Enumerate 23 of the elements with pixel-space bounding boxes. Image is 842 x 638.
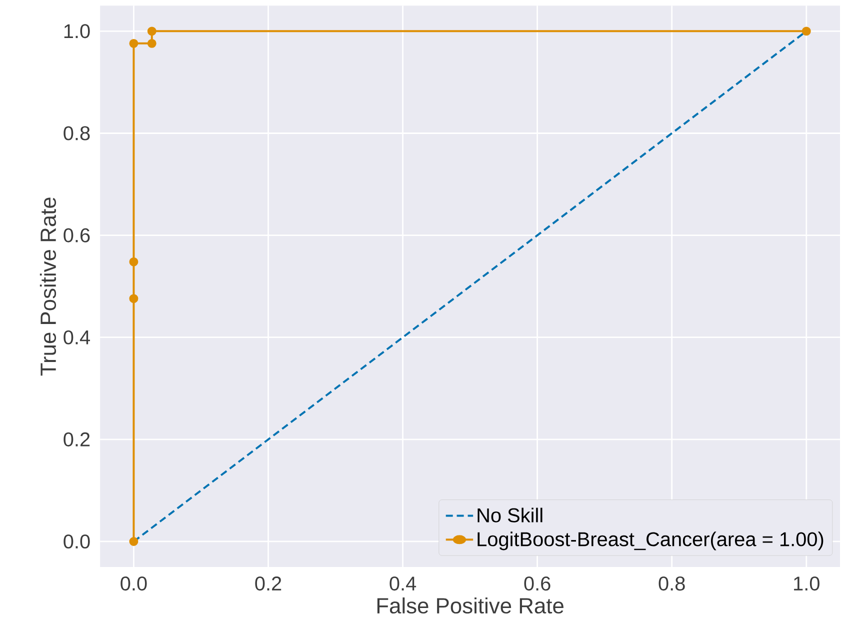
x-tick-label: 1.0 (794, 576, 820, 591)
legend-label: No Skill (478, 508, 542, 522)
x-tick-label: 0.6 (524, 576, 550, 591)
point (147, 26, 156, 36)
x-tick-label: 0.4 (390, 576, 416, 591)
x-tick-label: 0.8 (658, 576, 685, 591)
y-tick-label: 0.8 (64, 126, 90, 140)
point (129, 257, 138, 266)
point (147, 39, 156, 48)
y-tick-label: 0.6 (64, 228, 90, 242)
point (802, 26, 811, 36)
x-tick-label: 0.2 (255, 576, 282, 591)
y-tick-label: 0.4 (64, 330, 90, 344)
point (129, 294, 138, 304)
x-tick-label: 0.0 (120, 576, 147, 591)
x-axis-title: False Positive Rate (377, 598, 564, 614)
point (129, 39, 138, 48)
legend-label: LogitBoost-Breast_Cancer(area = 1.00) (478, 532, 824, 550)
y-axis-title: True Positive Rate (40, 198, 56, 376)
y-tick-label: 0.0 (64, 534, 90, 549)
y-tick-label: 1.0 (64, 24, 90, 38)
y-tick-label: 0.2 (64, 432, 90, 447)
point (129, 537, 138, 546)
